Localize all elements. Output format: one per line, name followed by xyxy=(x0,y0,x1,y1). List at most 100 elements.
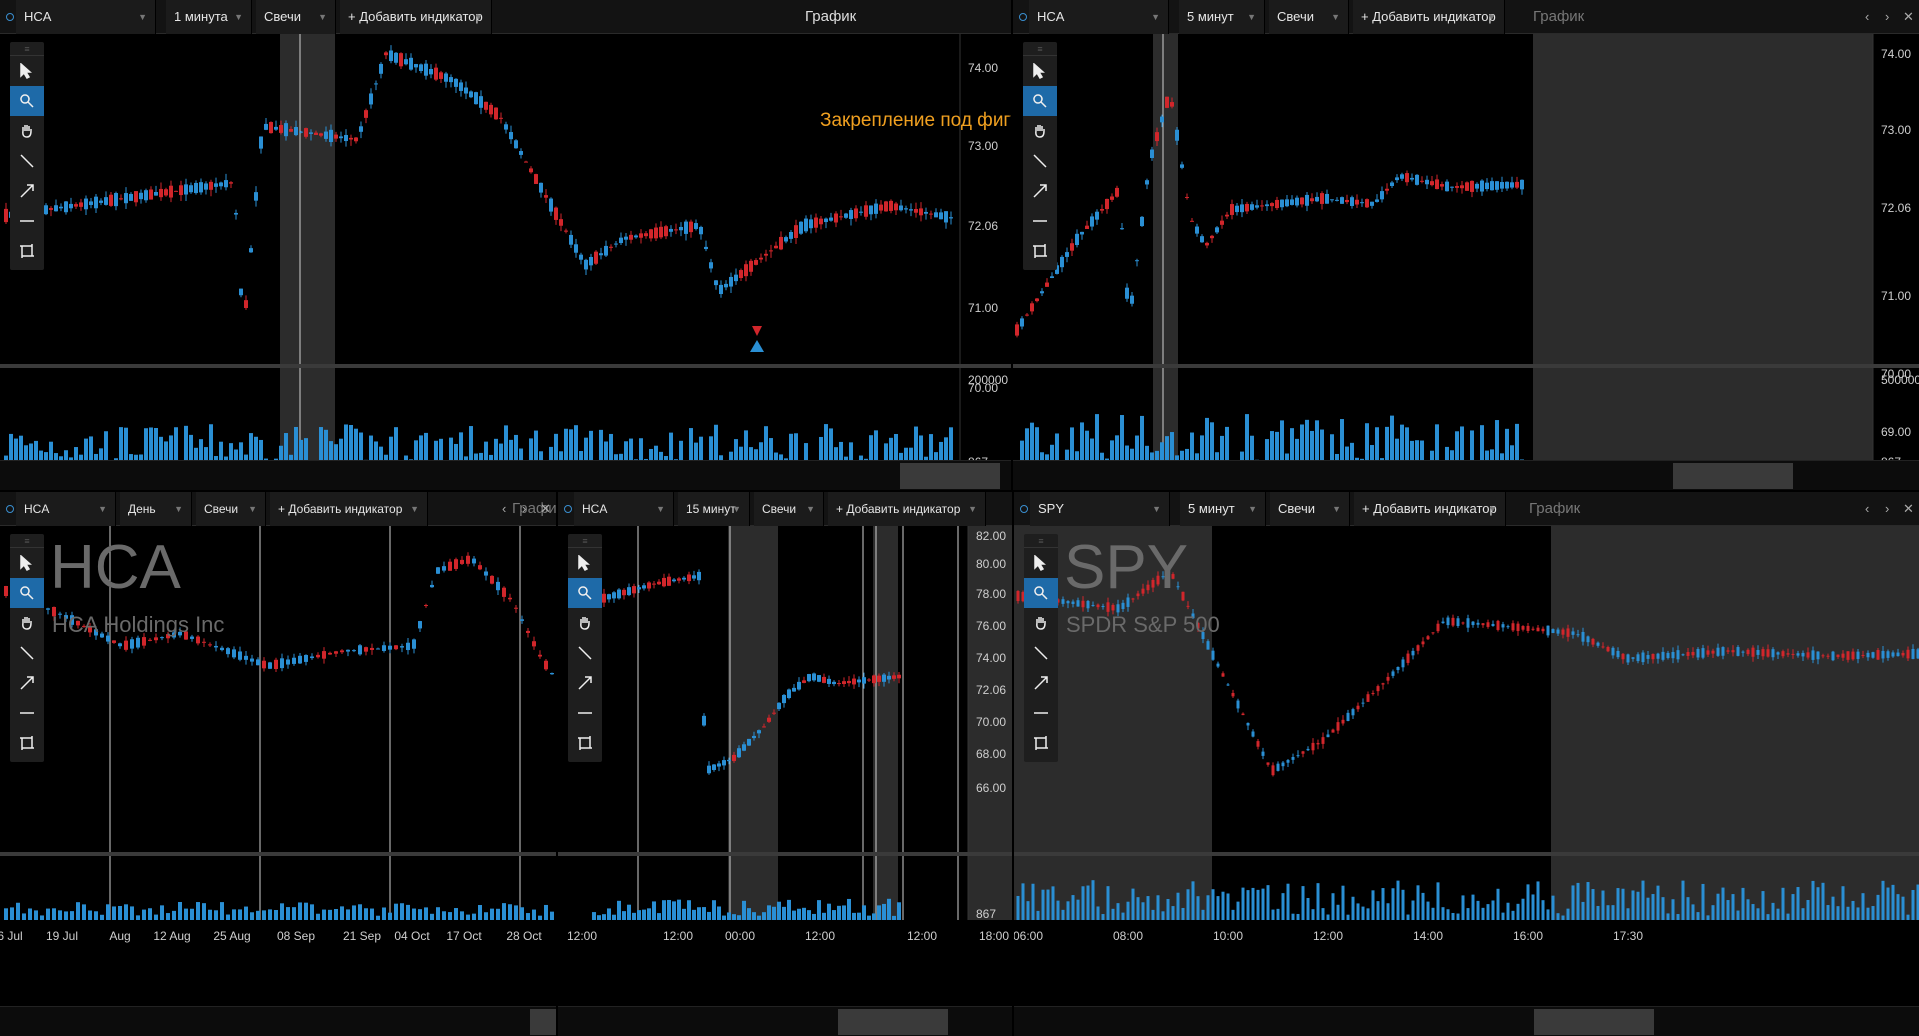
chart-type-selector[interactable]: Свечи ▼ xyxy=(1270,492,1350,526)
cursor-icon[interactable] xyxy=(10,548,44,578)
price-chart[interactable]: 82.0080.0078.0076.0074.0072.0670.0068.00… xyxy=(558,526,1012,1006)
time-axis[interactable] xyxy=(0,920,556,948)
navigator-scrollbar[interactable] xyxy=(0,1006,556,1036)
symbol-selector[interactable]: HCA ▼ xyxy=(16,0,156,34)
candle-body xyxy=(909,209,913,211)
zoom-icon[interactable] xyxy=(1023,86,1057,116)
pan-hand-icon[interactable] xyxy=(1023,116,1057,146)
toolbar-grip-icon[interactable]: ≡ xyxy=(568,534,602,548)
line-tool-icon[interactable] xyxy=(10,146,44,176)
interval-selector[interactable]: 1 минута ▼ xyxy=(166,0,252,34)
arrow-tool-icon[interactable] xyxy=(1023,176,1057,206)
chart-type-selector[interactable]: Свечи ▼ xyxy=(256,0,336,34)
interval-selector[interactable]: 5 минут ▼ xyxy=(1180,492,1266,526)
prev-icon[interactable]: ‹ xyxy=(1865,501,1870,516)
pan-hand-icon[interactable] xyxy=(568,608,602,638)
chart-type-selector[interactable]: Свечи ▼ xyxy=(196,492,266,526)
zoom-icon[interactable] xyxy=(10,578,44,608)
cursor-icon[interactable] xyxy=(1024,548,1058,578)
symbol-selector[interactable]: SPY ▼ xyxy=(1030,492,1170,526)
toolbar-grip-icon[interactable]: ≡ xyxy=(10,42,44,56)
link-icon[interactable] xyxy=(6,13,14,21)
next-icon[interactable]: › xyxy=(1885,9,1890,24)
arrow-tool-icon[interactable] xyxy=(1024,668,1058,698)
horizontal-line-icon[interactable] xyxy=(1024,698,1058,728)
cursor-icon[interactable] xyxy=(10,56,44,86)
pane-separator[interactable] xyxy=(1013,364,1919,368)
zoom-icon[interactable] xyxy=(10,86,44,116)
symbol-selector[interactable]: HCA ▼ xyxy=(1029,0,1169,34)
chart-type-selector[interactable]: Свечи ▼ xyxy=(1269,0,1349,34)
time-axis[interactable] xyxy=(1014,920,1919,948)
interval-selector[interactable]: 5 минут ▼ xyxy=(1179,0,1265,34)
close-icon[interactable]: ✕ xyxy=(1903,501,1914,516)
pan-hand-icon[interactable] xyxy=(10,608,44,638)
rectangle-tool-icon[interactable] xyxy=(1024,728,1058,758)
pan-hand-icon[interactable] xyxy=(10,116,44,146)
next-icon[interactable]: › xyxy=(1885,501,1890,516)
price-chart[interactable]: 74.0073.0072.0671.0070.0020000086715:201… xyxy=(0,34,1011,490)
line-tool-icon[interactable] xyxy=(10,638,44,668)
line-tool-icon[interactable] xyxy=(568,638,602,668)
navigator-scrollbar[interactable] xyxy=(1013,460,1919,490)
price-chart[interactable]: 218.50218.00217.50217.00216.93216.50216.… xyxy=(1014,526,1919,1006)
candle-body xyxy=(1616,650,1620,658)
navigator-window[interactable] xyxy=(1673,463,1793,489)
navigator-window[interactable] xyxy=(530,1009,556,1035)
close-icon[interactable]: ✕ xyxy=(1903,9,1914,24)
pane-separator[interactable] xyxy=(0,364,1011,368)
link-icon[interactable] xyxy=(564,505,572,513)
add-indicator-button[interactable]: + Добавить индикатор ▼ xyxy=(270,492,428,526)
cursor-icon[interactable] xyxy=(568,548,602,578)
toolbar-grip-icon[interactable]: ≡ xyxy=(1023,42,1057,56)
pane-separator[interactable] xyxy=(0,852,556,856)
time-axis[interactable] xyxy=(558,920,1012,948)
prev-icon[interactable]: ‹ xyxy=(502,501,507,516)
horizontal-line-icon[interactable] xyxy=(568,698,602,728)
next-icon[interactable]: › xyxy=(522,501,527,516)
navigator-scrollbar[interactable] xyxy=(1014,1006,1919,1036)
price-chart[interactable]: 74.0073.0072.0671.0070.0069.005000008671… xyxy=(1013,34,1919,460)
add-indicator-button[interactable]: + Добавить индикатор ▼ xyxy=(340,0,492,34)
volume-bar xyxy=(159,436,163,468)
navigator-window[interactable] xyxy=(838,1009,948,1035)
arrow-tool-icon[interactable] xyxy=(568,668,602,698)
arrow-tool-icon[interactable] xyxy=(10,176,44,206)
toolbar-grip-icon[interactable]: ≡ xyxy=(10,534,44,548)
horizontal-line-icon[interactable] xyxy=(10,206,44,236)
close-icon[interactable]: ✕ xyxy=(540,501,551,516)
pan-hand-icon[interactable] xyxy=(1024,608,1058,638)
interval-selector[interactable]: 15 минут ▼ xyxy=(678,492,750,526)
symbol-selector[interactable]: HCA ▼ xyxy=(16,492,116,526)
link-icon[interactable] xyxy=(1019,13,1027,21)
pane-separator[interactable] xyxy=(558,852,1012,856)
cursor-icon[interactable] xyxy=(1023,56,1057,86)
horizontal-line-icon[interactable] xyxy=(10,698,44,728)
rectangle-tool-icon[interactable] xyxy=(10,236,44,266)
navigator-scrollbar[interactable] xyxy=(558,1006,1012,1036)
prev-icon[interactable]: ‹ xyxy=(1865,9,1870,24)
toolbar-grip-icon[interactable]: ≡ xyxy=(1024,534,1058,548)
navigator-scrollbar[interactable] xyxy=(0,460,1011,490)
link-icon[interactable] xyxy=(1020,505,1028,513)
navigator-window[interactable] xyxy=(900,463,1000,489)
link-icon[interactable] xyxy=(6,505,14,513)
add-indicator-button[interactable]: + Добавить индикатор ▼ xyxy=(1354,492,1506,526)
line-tool-icon[interactable] xyxy=(1023,146,1057,176)
rectangle-tool-icon[interactable] xyxy=(568,728,602,758)
zoom-icon[interactable] xyxy=(568,578,602,608)
rectangle-tool-icon[interactable] xyxy=(10,728,44,758)
interval-selector[interactable]: День ▼ xyxy=(120,492,192,526)
price-chart[interactable]: 82.0080.0078.0076.0074.0072.0670.0068.00… xyxy=(0,526,556,1006)
pane-separator[interactable] xyxy=(1014,852,1919,856)
line-tool-icon[interactable] xyxy=(1024,638,1058,668)
navigator-window[interactable] xyxy=(1534,1009,1654,1035)
zoom-icon[interactable] xyxy=(1024,578,1058,608)
rectangle-tool-icon[interactable] xyxy=(1023,236,1057,266)
horizontal-line-icon[interactable] xyxy=(1023,206,1057,236)
add-indicator-button[interactable]: + Добавить индикатор ▼ xyxy=(1353,0,1505,34)
chart-type-selector[interactable]: Свечи ▼ xyxy=(754,492,824,526)
symbol-selector[interactable]: HCA ▼ xyxy=(574,492,674,526)
add-indicator-button[interactable]: + Добавить индикатор ▼ xyxy=(828,492,986,526)
arrow-tool-icon[interactable] xyxy=(10,668,44,698)
